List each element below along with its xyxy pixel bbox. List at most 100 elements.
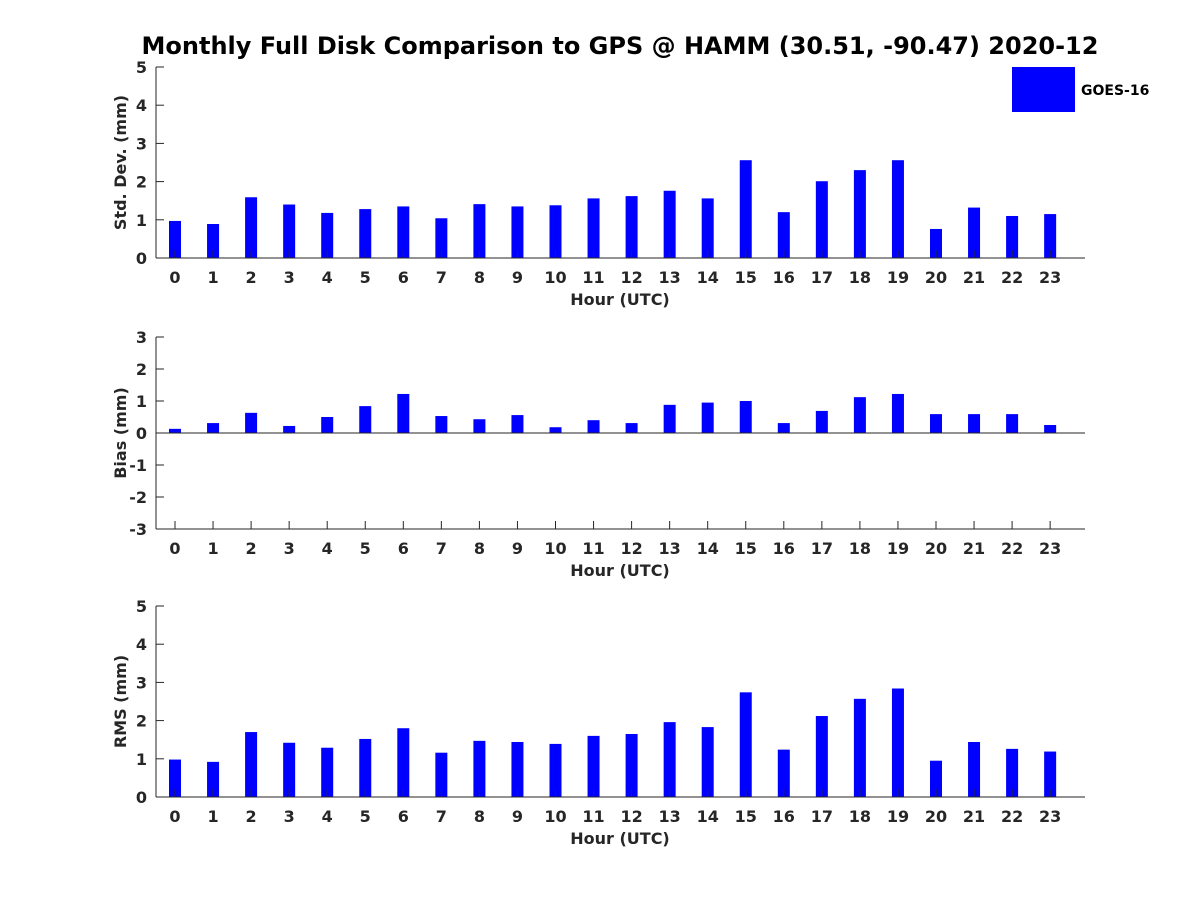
x-tick-label: 20 [925, 539, 947, 558]
x-tick-label: 2 [246, 539, 257, 558]
x-axis-label: Hour (UTC) [570, 561, 670, 580]
x-tick-label: 14 [697, 807, 719, 826]
x-tick-label: 1 [207, 807, 218, 826]
bar-hour-18 [853, 397, 866, 433]
x-tick-label: 5 [360, 268, 371, 287]
y-tick-label: 0 [136, 249, 147, 268]
bar-hour-17 [815, 410, 828, 433]
bar-hour-16 [777, 423, 790, 433]
bar-hour-5 [359, 209, 372, 258]
y-tick-label: -2 [129, 488, 147, 507]
y-tick-label: 0 [136, 788, 147, 807]
x-tick-label: 20 [925, 268, 947, 287]
y-tick-label: 2 [136, 712, 147, 731]
bar-hour-19 [891, 393, 904, 433]
x-tick-label: 10 [544, 539, 566, 558]
bar-hour-23 [1044, 751, 1057, 797]
bar-hour-12 [625, 733, 638, 797]
x-tick-label: 19 [887, 268, 909, 287]
x-tick-label: 7 [436, 268, 447, 287]
x-tick-label: 12 [620, 539, 642, 558]
bar-hour-20 [930, 414, 942, 433]
x-tick-label: 11 [582, 268, 604, 287]
legend-label: GOES-16 [1081, 83, 1149, 99]
bar-hour-13 [663, 404, 676, 433]
x-tick-label: 17 [811, 807, 833, 826]
bar-hour-15 [739, 160, 752, 258]
bar-hour-16 [777, 749, 790, 797]
bar-hour-19 [891, 160, 904, 258]
bar-hour-4 [321, 747, 334, 797]
x-tick-label: 7 [436, 539, 447, 558]
bar-hour-12 [625, 196, 638, 258]
x-tick-label: 4 [322, 268, 333, 287]
x-tick-label: 14 [697, 539, 719, 558]
x-tick-label: 3 [284, 268, 295, 287]
x-tick-label: 10 [544, 807, 566, 826]
y-tick-label: 5 [136, 597, 147, 616]
y-tick-label: 3 [136, 328, 147, 347]
x-tick-label: 4 [322, 807, 333, 826]
x-tick-label: 20 [925, 807, 947, 826]
x-tick-label: 16 [773, 539, 795, 558]
bar-hour-7 [435, 752, 448, 797]
y-tick-label: 1 [136, 392, 147, 411]
x-tick-label: 22 [1001, 807, 1023, 826]
x-tick-label: 8 [474, 539, 485, 558]
x-tick-label: 6 [398, 807, 409, 826]
x-tick-label: 3 [284, 539, 295, 558]
y-tick-label: 2 [136, 173, 147, 192]
bar-hour-20 [930, 228, 942, 258]
bar-hour-3 [283, 204, 296, 258]
x-tick-label: 13 [659, 807, 681, 826]
legend-swatch [1012, 67, 1075, 112]
x-tick-label: 21 [963, 539, 985, 558]
x-axis-label: Hour (UTC) [570, 290, 670, 309]
x-tick-label: 3 [284, 807, 295, 826]
bar-hour-7 [435, 416, 448, 433]
bar-hour-2 [245, 197, 258, 258]
bar-hour-21 [968, 207, 981, 258]
bar-hour-17 [815, 716, 828, 797]
bar-hour-11 [587, 420, 600, 433]
x-tick-label: 16 [773, 268, 795, 287]
x-tick-label: 6 [398, 268, 409, 287]
x-tick-label: 23 [1039, 539, 1061, 558]
legend: GOES-16 [1012, 67, 1149, 112]
x-axis-label: Hour (UTC) [570, 829, 670, 848]
bar-hour-23 [1044, 214, 1057, 258]
x-tick-label: 21 [963, 807, 985, 826]
x-tick-label: 5 [360, 807, 371, 826]
bar-hour-8 [473, 740, 486, 797]
x-tick-label: 17 [811, 539, 833, 558]
x-tick-label: 6 [398, 539, 409, 558]
x-tick-label: 23 [1039, 268, 1061, 287]
bar-hour-17 [815, 181, 828, 258]
bar-hour-9 [511, 415, 524, 433]
bar-hour-2 [245, 412, 258, 433]
y-tick-label: 1 [136, 750, 147, 769]
bar-hour-19 [891, 688, 904, 797]
bar-hour-4 [321, 417, 334, 433]
bar-hour-8 [473, 204, 486, 258]
x-tick-label: 0 [169, 807, 180, 826]
x-tick-label: 0 [169, 268, 180, 287]
y-tick-label: -3 [129, 520, 147, 539]
bar-hour-1 [207, 761, 220, 797]
bar-hour-11 [587, 198, 600, 258]
x-tick-label: 14 [697, 268, 719, 287]
x-tick-label: 22 [1001, 268, 1023, 287]
bar-hour-10 [549, 427, 562, 433]
bar-hour-15 [739, 401, 752, 433]
bar-hour-13 [663, 722, 676, 797]
bar-hour-4 [321, 212, 334, 258]
x-tick-label: 4 [322, 539, 333, 558]
y-tick-label: 5 [136, 58, 147, 77]
y-axis-label: Bias (mm) [111, 387, 130, 479]
x-tick-label: 21 [963, 268, 985, 287]
bar-hour-14 [701, 402, 714, 433]
